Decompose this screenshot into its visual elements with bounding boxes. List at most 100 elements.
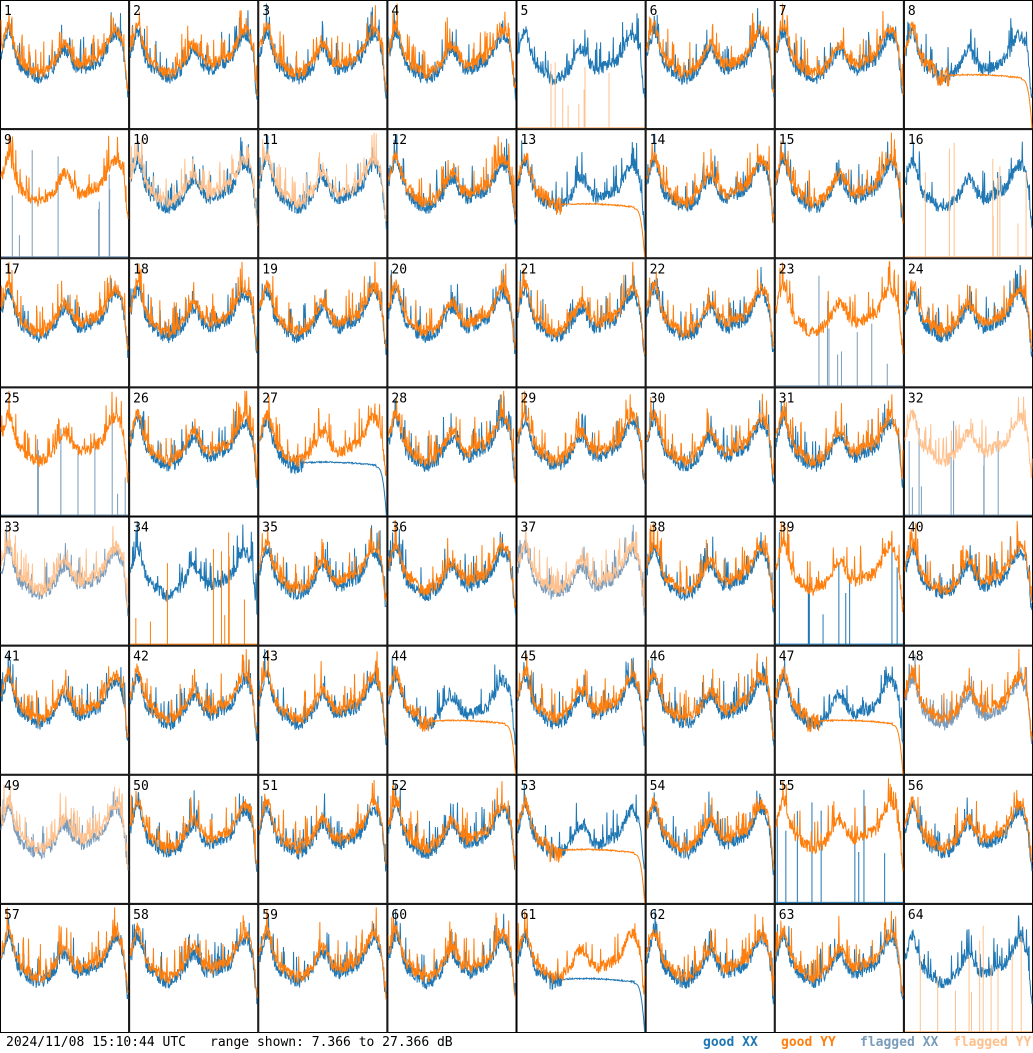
series-xx [387,13,516,101]
series-yy [129,649,258,734]
panel-7: 7 [774,0,904,130]
panel-label: 57 [4,908,20,923]
panel-label: 2 [133,4,141,19]
panel-58: 58 [129,903,259,1033]
series-yy [258,132,387,222]
series-xx [517,13,646,98]
series-yy [646,653,775,740]
series-yy [258,526,387,602]
panel-39: 39 [774,516,904,646]
series-xx [258,793,387,872]
panel-25: 25 [0,387,130,517]
panel-label: 15 [779,133,795,148]
series-xx [904,915,1033,1004]
series-yy [904,789,1033,863]
panel-24: 24 [903,258,1033,388]
series-xx [1,414,129,516]
panel-label: 25 [4,391,20,406]
series-xx [517,657,646,746]
series-yy [646,914,775,996]
panel-label: 46 [650,650,666,665]
panel-label: 62 [650,908,666,923]
panel-47: 47 [774,645,904,775]
panel-64: 64 [903,903,1033,1033]
series-yy [0,784,129,868]
panel-28: 28 [387,387,517,517]
panel-frame [645,774,775,904]
panel-label: 50 [133,779,149,794]
series-xx [904,141,1033,229]
series-yy [129,915,258,999]
panel-15: 15 [774,129,904,259]
series-yy [387,665,516,774]
series-xx [0,278,129,358]
series-yy [387,136,516,220]
panel-41: 41 [0,645,130,775]
series-yy [775,132,904,224]
panel-54: 54 [645,774,775,904]
panel-label: 43 [262,650,278,665]
series-yy [517,528,646,608]
panel-label: 61 [521,908,537,923]
panel-44: 44 [387,645,517,775]
series-yy [904,142,1033,258]
series-yy [646,143,775,224]
panel-14: 14 [645,129,775,259]
panel-52: 52 [387,774,517,904]
series-yy [129,10,258,97]
panel-frame [0,774,130,904]
range-label: range shown: 7.366 to 27.366 dB [210,1035,453,1050]
panel-label: 39 [779,521,795,536]
series-xx [129,411,258,489]
panel-21: 21 [516,258,646,388]
series-yy [258,261,387,349]
panel-label: 40 [908,521,924,536]
panel-34: 34 [129,516,259,646]
series-yy [0,666,129,739]
series-xx [129,521,258,615]
series-yy [387,3,516,89]
series-xx [904,265,1033,357]
panel-9: 9 [0,129,130,259]
series-yy [517,62,645,129]
series-yy [258,5,387,92]
panel-label: 1 [4,4,12,19]
panel-label: 9 [4,133,12,148]
panel-43: 43 [258,645,388,775]
series-yy [258,907,387,1000]
series-yy [0,525,129,608]
panel-label: 16 [908,133,924,148]
panel-label: 19 [262,262,278,277]
panel-label: 34 [133,521,149,536]
panel-3: 3 [258,0,388,130]
series-yy [775,3,904,95]
series-yy [646,796,775,871]
panel-label: 49 [4,779,20,794]
panel-31: 31 [774,387,904,517]
series-yy [517,152,646,258]
series-yy [775,260,904,355]
panel-33: 33 [0,516,130,646]
series-xx [129,790,258,872]
series-yy [387,263,516,351]
panel-label: 3 [262,4,270,19]
panel-frame [516,387,646,517]
panel-label: 5 [521,4,529,19]
series-yy [904,521,1033,603]
timestamp: 2024/11/08 15:10:44 UTC [6,1035,187,1050]
series-xx [775,402,904,488]
panel-frame [387,258,517,388]
series-xx [775,789,903,903]
panel-frame [258,258,388,388]
series-xx [775,658,904,744]
series-xx [775,532,903,645]
panel-label: 48 [908,650,924,665]
panel-61: 61 [516,903,646,1033]
panel-label: 52 [391,779,407,794]
panel-label: 55 [779,779,795,794]
panel-frame [0,645,130,775]
panel-label: 58 [133,908,149,923]
series-xx [517,524,646,616]
panel-frame [516,903,646,1033]
